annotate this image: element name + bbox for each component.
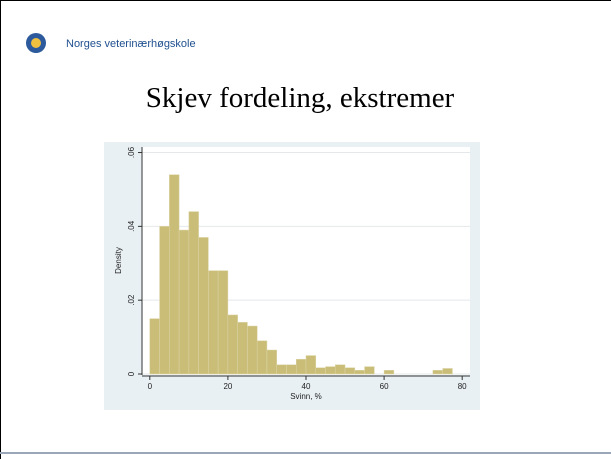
bar xyxy=(442,368,453,375)
bar xyxy=(198,237,209,375)
histogram: 0 .02 .04 .06 0 20 40 60 80 Svinn, % Density xyxy=(114,146,470,401)
bar xyxy=(325,366,336,375)
y-tick-label: .04 xyxy=(127,220,136,232)
x-tick-label: 20 xyxy=(223,382,232,391)
y-tick-label: 0 xyxy=(127,371,136,376)
bar xyxy=(217,270,229,375)
bar xyxy=(305,355,317,375)
bar xyxy=(188,211,199,375)
bar xyxy=(237,322,248,375)
bar xyxy=(266,349,277,375)
bar xyxy=(315,367,326,375)
x-axis-title: Svinn, % xyxy=(290,392,322,401)
bar xyxy=(364,366,375,375)
bar xyxy=(208,270,219,375)
bar xyxy=(178,229,190,375)
y-tick-label: .06 xyxy=(127,146,136,158)
logo-text: Norges veterinærhøgskole xyxy=(66,38,196,50)
y-tick-label: .02 xyxy=(127,294,136,306)
bar xyxy=(149,318,160,375)
bar xyxy=(276,364,287,375)
y-axis-title: Density xyxy=(114,247,123,274)
bar xyxy=(247,325,258,375)
bar xyxy=(286,364,297,375)
bar xyxy=(344,367,356,375)
bar xyxy=(383,370,395,375)
bar xyxy=(354,370,365,375)
logo-inner xyxy=(31,38,41,48)
x-tick-label: 0 xyxy=(148,382,153,391)
bar xyxy=(169,174,180,375)
bar xyxy=(295,358,307,375)
x-tick-label: 60 xyxy=(380,382,389,391)
bar xyxy=(432,370,443,375)
x-tick-label: 40 xyxy=(302,382,311,391)
x-tick-label: 80 xyxy=(458,382,467,391)
bar xyxy=(335,364,346,375)
bar xyxy=(159,226,170,375)
bar xyxy=(227,314,238,375)
bar xyxy=(256,340,268,375)
slide-title: Skjev fordeling, ekstremer xyxy=(146,82,455,114)
